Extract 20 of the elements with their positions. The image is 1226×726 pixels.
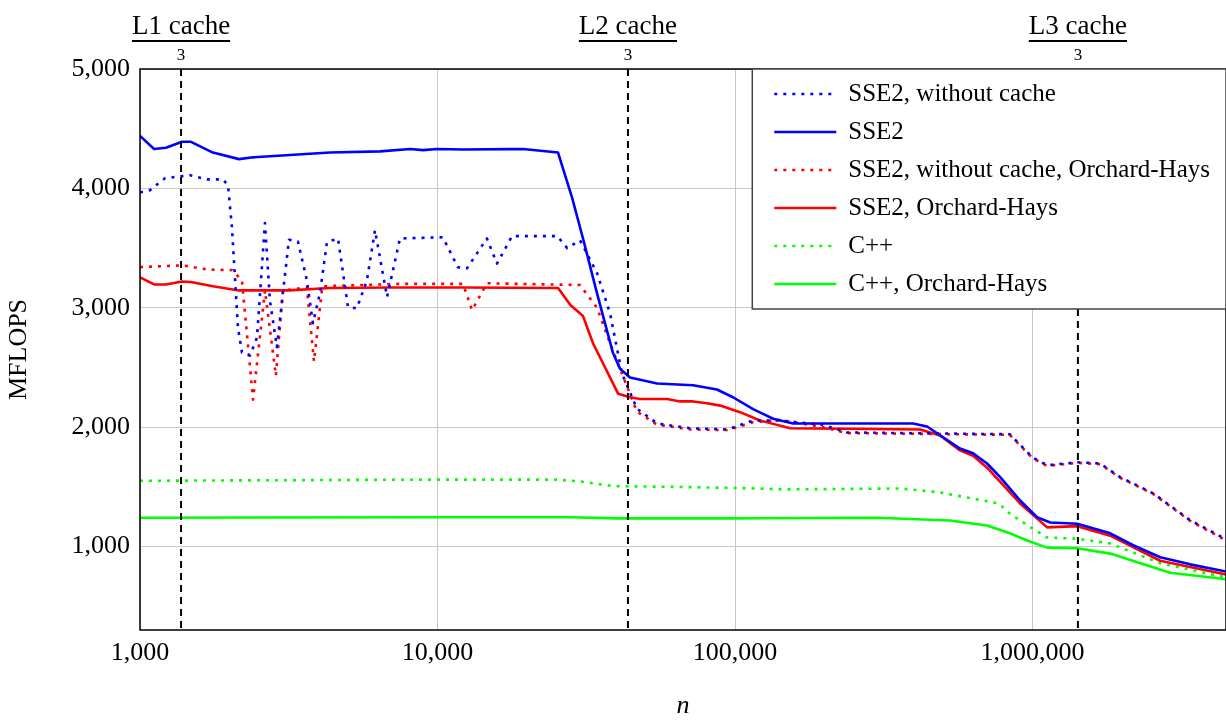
legend-label: SSE2, Orchard-Hays (848, 192, 1058, 220)
y-tick-label: 5,000 (71, 52, 130, 82)
x-tick-label: 1,000 (110, 637, 170, 667)
y-tick-label: 2,000 (71, 410, 130, 440)
legend-label: SSE2, without cache (848, 78, 1056, 106)
legend-label: SSE2, without cache, Orchard-Hays (848, 154, 1211, 182)
y-tick-label: 1,000 (71, 530, 130, 560)
ref-line-label: L3 cache 3 (1028, 10, 1128, 64)
y-axis-title: MFLOPS (3, 298, 33, 401)
legend-label: SSE2 (848, 116, 904, 144)
x-tick-label: 10,000 (401, 637, 474, 667)
x-axis-title: n (676, 690, 690, 720)
ref-line-label: L1 cache 3 (131, 10, 231, 64)
y-tick-label: 4,000 (71, 172, 130, 202)
ref-line-label: L2 cache 3 (578, 10, 678, 64)
legend-label: C++ (848, 230, 894, 258)
x-tick-label: 100,000 (692, 637, 778, 667)
y-tick-label: 3,000 (71, 291, 130, 321)
x-tick-label: 1,000,000 (980, 637, 1085, 667)
legend-label: C++, Orchard-Hays (848, 268, 1048, 296)
